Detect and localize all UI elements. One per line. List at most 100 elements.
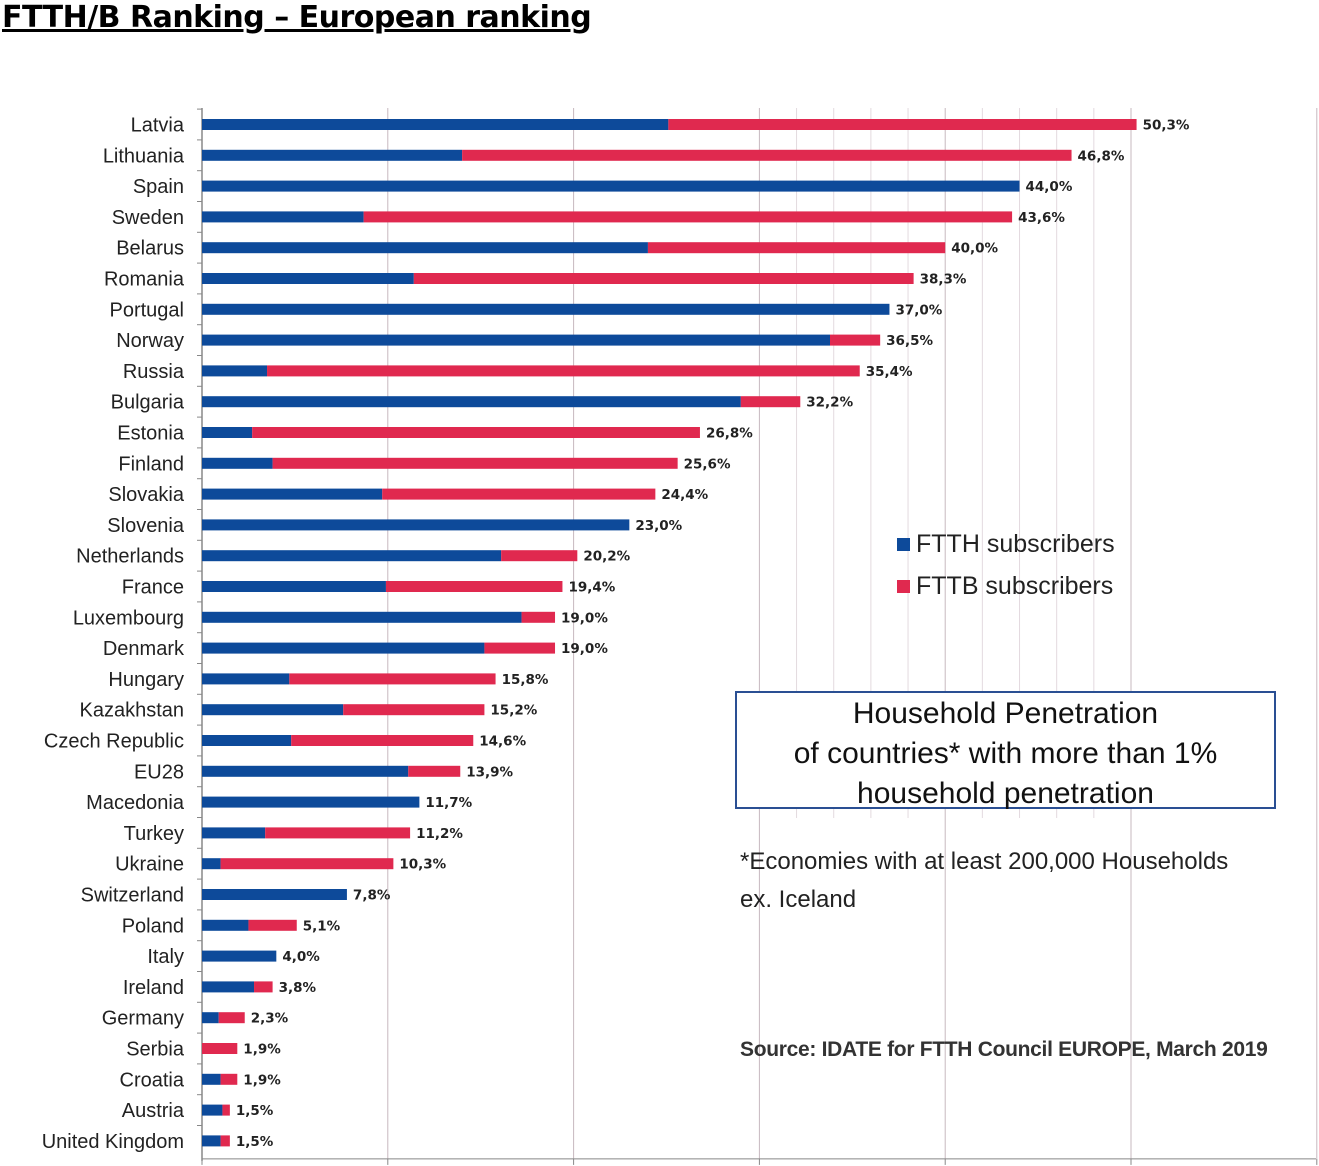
bar-ftth [202,796,420,808]
value-label: 50,3% [1143,118,1190,134]
bar-fttb [220,1135,230,1147]
category-label: Bulgaria [111,392,185,414]
bars [202,119,1137,1147]
category-label: Switzerland [81,885,184,907]
gridlines [387,108,1318,1159]
bar-fttb [202,1043,238,1054]
bar-ftth [202,858,221,870]
category-label: Lithuania [103,145,185,167]
value-label: 26,8% [706,426,753,442]
value-label: 44,0% [1026,179,1073,195]
bar-ftth [202,488,383,500]
bar-fttb [462,149,1072,161]
bar-fttb [267,365,860,377]
category-label: Romania [104,269,185,291]
category-labels: Latvia Lithuania Spain Sweden Belarus Romania… [42,115,185,1153]
bar-ftth [202,1135,221,1147]
value-labels: 50,3% 46,8% 44,0% 43,6% 40,0% 38,3% 37,0% 36,5%… [236,118,1190,1150]
bar-ftth [202,180,1020,192]
category-label: Macedonia [86,792,185,814]
category-label: Austria [122,1100,185,1122]
bar-ftth [202,550,502,562]
bar-ftth [202,950,277,962]
category-label: United Kingdom [42,1131,184,1153]
value-label: 20,2% [583,549,630,565]
bar-fttb [408,765,461,777]
bar-ftth [202,704,344,716]
axes [197,108,1318,1165]
value-label: 19,0% [561,641,608,657]
category-label: Estonia [117,423,185,445]
footnote-line-1: *Economies with at least 200,000 Househo… [740,848,1229,875]
value-label: 1,9% [243,1072,281,1088]
value-label: 15,8% [502,672,549,688]
bar-ftth [202,519,630,531]
panel-line-3: household penetration [857,777,1154,810]
bar-ftth [202,765,409,777]
category-label: Poland [122,915,184,937]
bar-fttb [521,611,556,623]
legend-ftth: FTTH subscribers [897,530,1115,559]
value-label: 1,5% [236,1134,274,1150]
panel-line-1: Household Penetration [852,697,1159,730]
bar-ftth [202,396,741,408]
bar-ftth [202,889,347,900]
bar-ftth [202,1012,219,1024]
value-label: 38,3% [920,272,967,288]
category-label: Finland [118,453,184,475]
value-label: 2,3% [251,1011,289,1027]
value-label: 19,4% [568,580,615,596]
category-label: Slovenia [107,515,185,537]
category-label: Hungary [108,669,184,691]
bar-ftth [202,673,290,685]
bar-fttb [272,457,678,469]
value-label: 1,9% [243,1042,281,1058]
bar-ftth [202,211,364,223]
value-label: 35,4% [866,364,913,380]
value-label: 14,6% [479,734,526,750]
bar-fttb [254,981,273,993]
bar-ftth [202,611,522,623]
category-label: Czech Republic [44,731,184,753]
category-label: Ireland [123,977,184,999]
bar-fttb [222,1104,230,1116]
value-label: 36,5% [886,333,933,349]
bar-fttb [413,273,914,284]
value-label: 46,8% [1078,148,1125,164]
bar-ftth [202,273,414,284]
bar-ftth [202,827,266,839]
bar-ftth [202,119,669,130]
bar-fttb [363,211,1013,223]
value-label: 4,0% [282,949,320,965]
value-label: 1,5% [236,1103,274,1119]
category-label: Norway [116,330,184,352]
category-label: Luxembourg [73,607,184,629]
category-label: Italy [147,946,184,968]
category-label: Russia [123,361,185,383]
footnote: *Economies with at least 200,000 Househo… [740,843,1228,919]
bar-ftth [202,919,249,931]
info-panel: Household Penetration of countries* with… [735,691,1276,810]
bar-fttb [220,1073,238,1085]
bar-fttb [501,550,578,562]
value-label: 25,6% [684,456,731,472]
bar-ftth [202,642,485,654]
value-label: 32,2% [806,395,853,411]
category-label: Kazakhstan [79,700,184,722]
category-label: Sweden [112,207,184,229]
value-label: 19,0% [561,610,608,626]
value-label: 11,7% [425,795,472,811]
category-label: Netherlands [76,546,184,568]
bar-ftth [202,981,255,993]
chart-title: FTTH/B Ranking – European ranking [2,0,592,35]
category-label: Slovakia [108,484,184,506]
category-label: Portugal [110,299,185,321]
bar-ftth [202,365,268,377]
bar-fttb [382,488,656,500]
panel-line-2: of countries* with more than 1% [793,737,1218,770]
value-label: 40,0% [951,241,998,257]
bar-fttb [248,919,297,931]
category-label: Latvia [131,115,185,137]
category-label: Turkey [124,823,184,845]
